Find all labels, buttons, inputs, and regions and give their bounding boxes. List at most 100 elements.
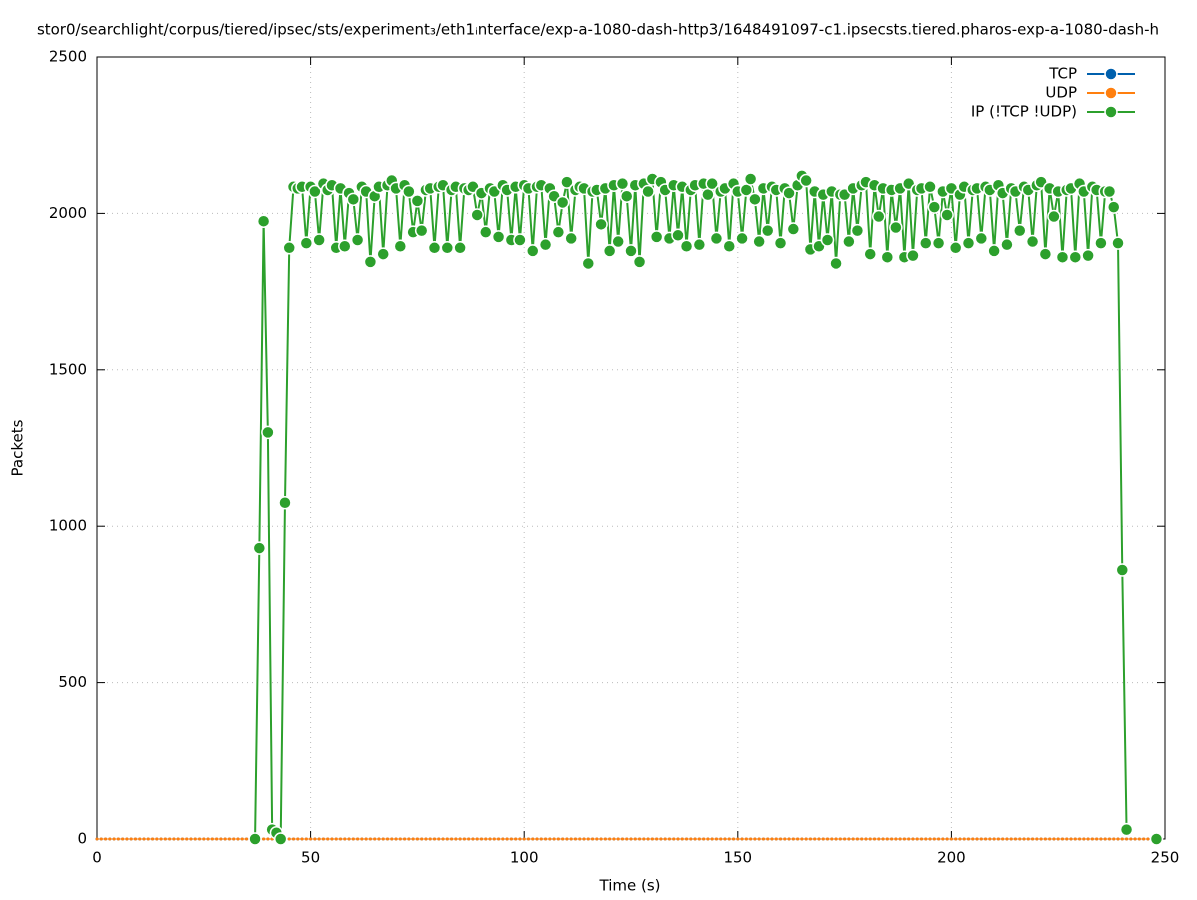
point — [787, 837, 791, 841]
point — [1095, 837, 1099, 841]
point — [1068, 250, 1083, 264]
point — [296, 837, 300, 841]
point — [736, 837, 740, 841]
point — [911, 837, 915, 841]
point — [817, 837, 821, 841]
point — [612, 837, 616, 841]
point — [615, 176, 630, 191]
x-axis-label: Time (s) — [599, 877, 661, 895]
point — [146, 837, 150, 841]
point — [646, 837, 650, 841]
point — [351, 837, 355, 841]
point — [927, 200, 942, 214]
point — [984, 837, 988, 841]
point — [890, 837, 894, 841]
point — [252, 541, 267, 555]
point — [962, 837, 966, 841]
point — [714, 837, 718, 841]
point — [595, 837, 599, 841]
point — [1039, 837, 1043, 841]
y-tick-label: 0 — [77, 830, 87, 848]
point — [760, 223, 775, 238]
point — [561, 837, 565, 841]
point — [868, 837, 872, 841]
point — [518, 837, 522, 841]
point — [834, 837, 838, 841]
point — [961, 236, 976, 250]
point — [505, 837, 509, 841]
point — [236, 837, 240, 841]
point — [501, 837, 505, 841]
point — [484, 837, 488, 841]
point — [611, 234, 625, 249]
point — [458, 837, 462, 841]
point — [706, 837, 710, 841]
point — [1090, 837, 1094, 841]
point — [928, 837, 932, 841]
y-tick-label: 500 — [58, 673, 87, 691]
point — [125, 837, 129, 841]
point — [705, 176, 719, 191]
point — [488, 837, 492, 841]
point — [1120, 837, 1124, 841]
point — [932, 837, 936, 841]
point — [1025, 234, 1040, 249]
y-axis-label: Packets — [9, 419, 27, 476]
point — [513, 233, 527, 247]
point — [842, 234, 856, 249]
point — [163, 837, 167, 841]
point — [313, 837, 317, 841]
point — [727, 837, 731, 841]
point — [427, 241, 442, 255]
point — [671, 228, 685, 243]
point — [748, 192, 762, 207]
point — [548, 837, 552, 841]
point — [1112, 837, 1116, 841]
point — [407, 837, 411, 841]
point — [1082, 837, 1086, 841]
point — [719, 837, 723, 841]
point — [376, 247, 390, 261]
point — [525, 244, 540, 258]
point — [829, 256, 843, 271]
x-tick-label: 100 — [510, 849, 539, 867]
point — [1094, 236, 1108, 250]
legend-label: IP (!TCP !UDP) — [971, 103, 1077, 121]
point — [1133, 837, 1137, 841]
point — [1047, 209, 1061, 224]
y-tick-label: 1000 — [49, 517, 87, 535]
point — [629, 837, 633, 841]
point — [948, 241, 963, 255]
point — [565, 837, 569, 841]
point — [813, 837, 817, 841]
point — [676, 837, 680, 841]
point — [885, 837, 889, 841]
point — [679, 239, 694, 253]
point — [649, 230, 664, 244]
point — [680, 837, 684, 841]
point — [689, 837, 693, 841]
point — [650, 837, 654, 841]
point — [881, 837, 885, 841]
point — [420, 837, 424, 841]
point — [491, 230, 506, 244]
point — [424, 837, 428, 841]
point — [586, 837, 590, 841]
point — [403, 837, 407, 841]
point — [470, 208, 484, 222]
point — [180, 837, 184, 841]
point — [826, 837, 830, 841]
point — [240, 837, 244, 841]
point — [710, 837, 714, 841]
point — [415, 837, 419, 841]
point — [245, 837, 249, 841]
point — [108, 837, 112, 841]
point — [398, 837, 402, 841]
point — [432, 837, 436, 841]
point — [104, 837, 108, 841]
point — [722, 239, 737, 253]
point — [907, 837, 911, 841]
point — [210, 837, 214, 841]
point — [1146, 837, 1150, 841]
